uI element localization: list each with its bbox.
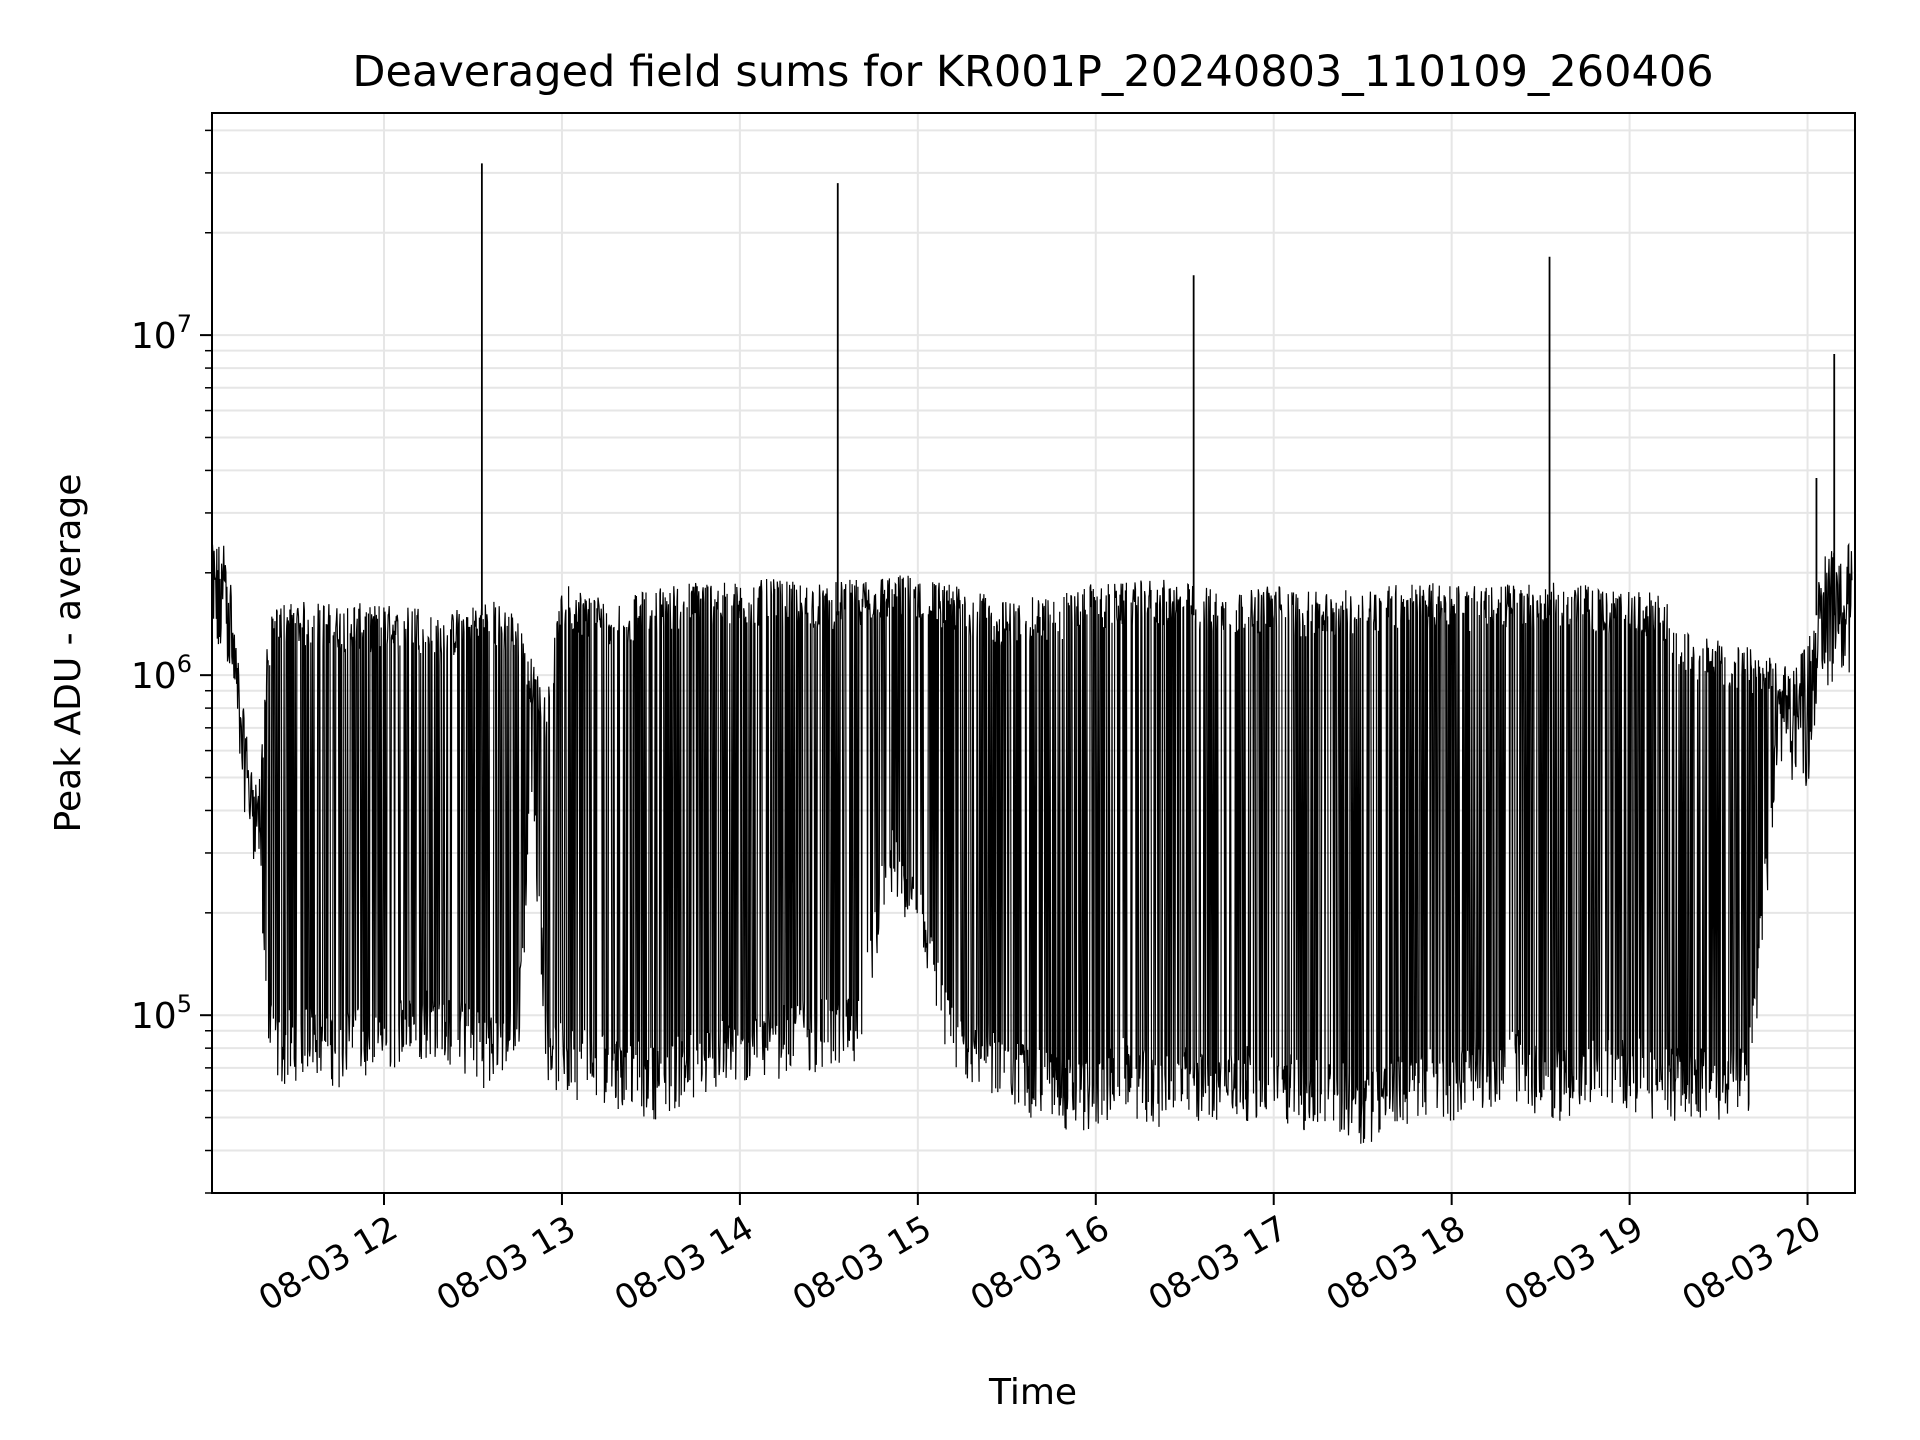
x-tick-label: 08-03 17: [1142, 1208, 1294, 1319]
x-tick-label: 08-03 15: [786, 1208, 938, 1319]
x-axis-ticks: 08-03 12 08-03 13 08-03 14 08-03 15 08-03 16…: [252, 1193, 1828, 1319]
x-axis-label: Time: [988, 1372, 1077, 1413]
y-tick-label: 105: [131, 990, 192, 1037]
chart-title: Deaveraged field sums for KR001P_2024080…: [352, 47, 1713, 97]
x-tick-label: 08-03 14: [608, 1208, 760, 1319]
y-axis-label: Peak ADU - average: [48, 474, 89, 833]
x-tick-label: 08-03 12: [252, 1208, 404, 1319]
x-tick-label: 08-03 20: [1676, 1208, 1828, 1319]
series-line: [211, 163, 1853, 1144]
y-tick-label: 107: [131, 310, 192, 357]
y-axis-ticks: 105 106 107: [131, 129, 212, 1194]
x-tick-label: 08-03 18: [1320, 1208, 1472, 1319]
y-tick-label: 106: [131, 650, 192, 697]
x-tick-label: 08-03 16: [964, 1208, 1116, 1319]
plot-frame: [211, 112, 1856, 1194]
x-tick-label: 08-03 19: [1498, 1208, 1650, 1319]
x-tick-label: 08-03 13: [430, 1208, 582, 1319]
series-trace: [211, 542, 1853, 1144]
